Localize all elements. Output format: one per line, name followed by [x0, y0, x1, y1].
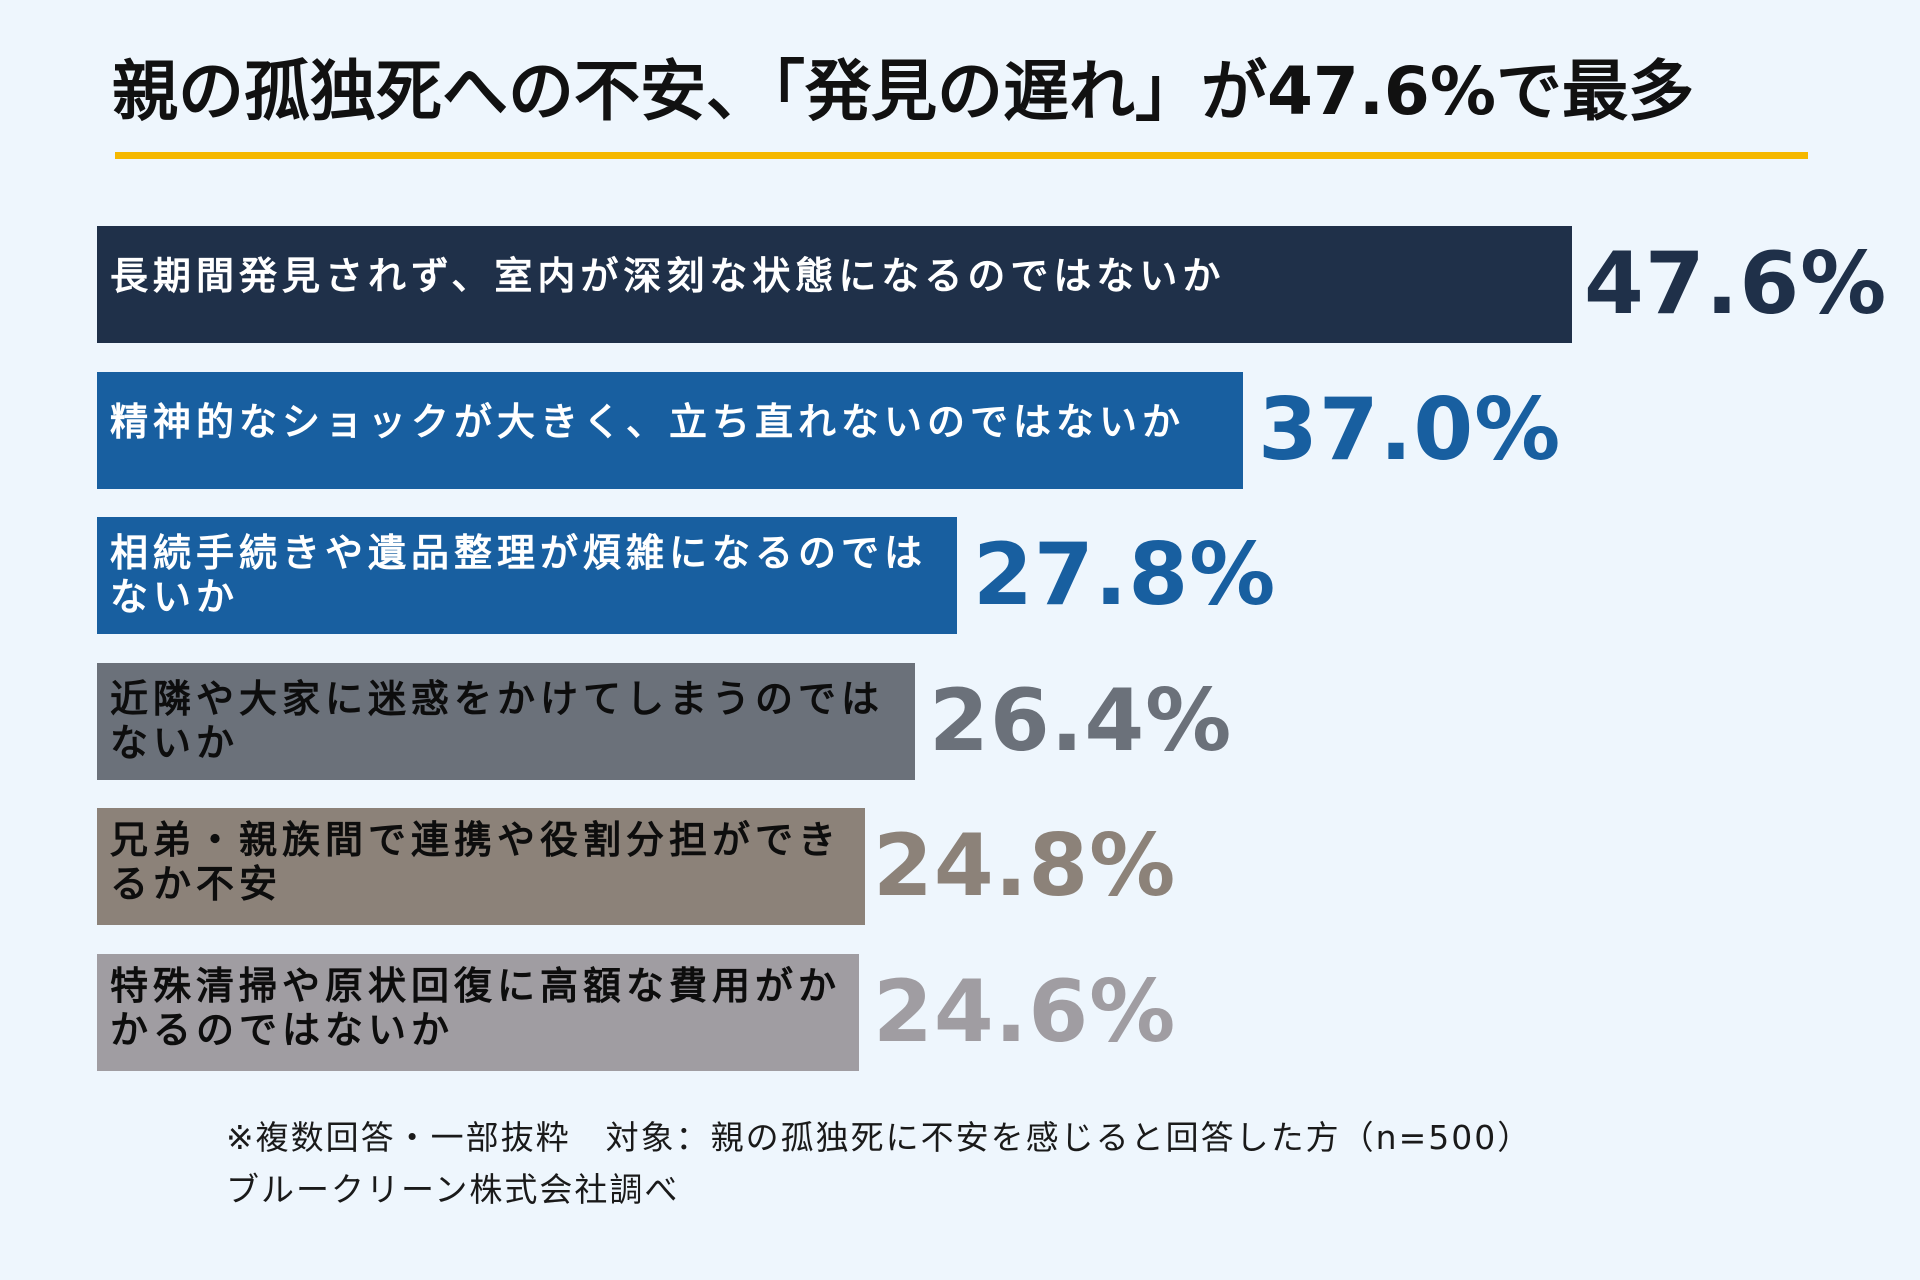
bar-label: 長期間発見されず、室内が深刻な状態になるのではないか [110, 254, 1226, 298]
footnote: ※複数回答・一部抜粋 対象：親の孤独死に不安を感じると回答した方（n=500） … [226, 1112, 1532, 1216]
bar-value: 26.4% [929, 671, 1233, 771]
bar-value: 47.6% [1584, 234, 1888, 334]
bar-value: 24.6% [873, 962, 1177, 1062]
bar-row: 特殊清掃や原状回復に高額な費用がかかるのではないか 24.6% [97, 954, 1176, 1071]
bar: 長期間発見されず、室内が深刻な状態になるのではないか [97, 226, 1572, 343]
chart-title: 親の孤独死への不安、「発見の遅れ」が47.6%で最多 [112, 53, 1694, 130]
bar-row: 長期間発見されず、室内が深刻な状態になるのではないか 47.6% [97, 226, 1887, 343]
bar-row: 近隣や大家に迷惑をかけてしまうのではないか 26.4% [97, 663, 1232, 780]
bar-label: 相続手続きや遺品整理が煩雑になるのではないか [110, 531, 928, 619]
bar-row: 精神的なショックが大きく、立ち直れないのではないか 37.0% [97, 372, 1561, 489]
bar-value: 37.0% [1258, 380, 1562, 480]
bar-row: 兄弟・親族間で連携や役割分担ができるか不安 24.8% [97, 808, 1176, 925]
bar-row: 相続手続きや遺品整理が煩雑になるのではないか 27.8% [97, 517, 1276, 634]
bar-value: 24.8% [873, 816, 1177, 916]
bar: 近隣や大家に迷惑をかけてしまうのではないか [97, 663, 915, 780]
bar: 特殊清掃や原状回復に高額な費用がかかるのではないか [97, 954, 859, 1071]
bar-label: 兄弟・親族間で連携や役割分担ができるか不安 [110, 818, 842, 906]
bar: 精神的なショックが大きく、立ち直れないのではないか [97, 372, 1243, 489]
bar-label: 特殊清掃や原状回復に高額な費用がかかるのではないか [110, 964, 842, 1052]
footnote-survey-note: ※複数回答・一部抜粋 対象：親の孤独死に不安を感じると回答した方（n=500） [226, 1118, 1533, 1157]
bar-label: 近隣や大家に迷惑をかけてしまうのではないか [110, 677, 885, 765]
footnote-source: ブルークリーン株式会社調べ [226, 1170, 680, 1209]
bar-label: 精神的なショックが大きく、立ち直れないのではないか [110, 400, 1186, 444]
bar: 兄弟・親族間で連携や役割分担ができるか不安 [97, 808, 865, 925]
title-underline [115, 152, 1808, 159]
bar-value: 27.8% [973, 525, 1277, 625]
bar: 相続手続きや遺品整理が煩雑になるのではないか [97, 517, 957, 634]
